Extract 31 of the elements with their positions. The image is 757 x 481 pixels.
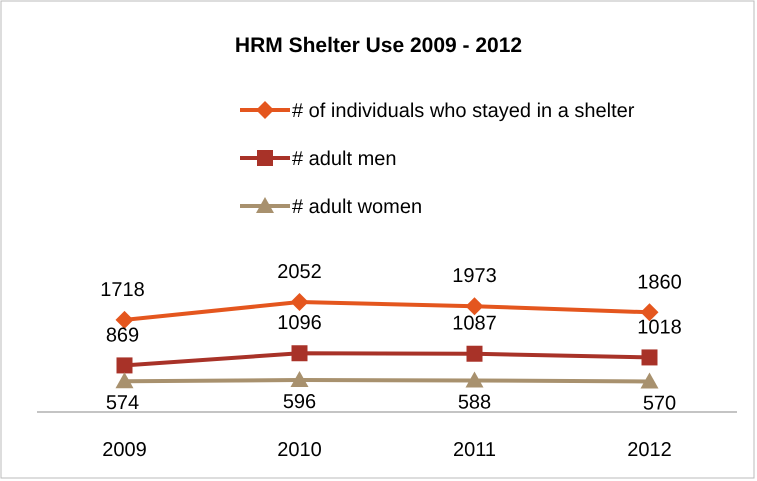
data-label: 1096 — [277, 312, 322, 334]
point — [466, 297, 484, 316]
x-tick-label: 2009 — [102, 439, 147, 461]
data-label: 574 — [106, 392, 140, 414]
x-tick-label: 2012 — [627, 439, 672, 461]
data-label: 1087 — [452, 312, 497, 335]
point — [116, 310, 134, 329]
data-label: 1860 — [637, 271, 682, 294]
point — [292, 345, 308, 362]
x-tick-label: 2010 — [277, 439, 322, 461]
legend-label: # of individuals who stayed in a shelter — [292, 100, 635, 122]
data-label: 588 — [458, 391, 492, 414]
data-label: 570 — [642, 392, 676, 414]
point — [466, 371, 484, 388]
chart-title: HRM Shelter Use 2009 - 2012 — [234, 34, 522, 57]
point — [116, 357, 132, 374]
point — [116, 372, 134, 388]
point — [290, 293, 308, 311]
data-label: 869 — [106, 324, 140, 346]
point — [466, 346, 482, 362]
x-tick-label: 2011 — [452, 439, 496, 461]
legend-label: # adult women — [292, 196, 422, 218]
point — [642, 349, 658, 366]
point — [290, 371, 308, 388]
legend-label: # adult men — [292, 148, 397, 170]
data-label: 1973 — [452, 265, 497, 288]
data-label: 2052 — [277, 261, 322, 283]
data-label: 596 — [282, 391, 316, 414]
point — [640, 372, 658, 388]
data-label: 1718 — [100, 278, 145, 301]
data-label: 1018 — [637, 316, 682, 338]
